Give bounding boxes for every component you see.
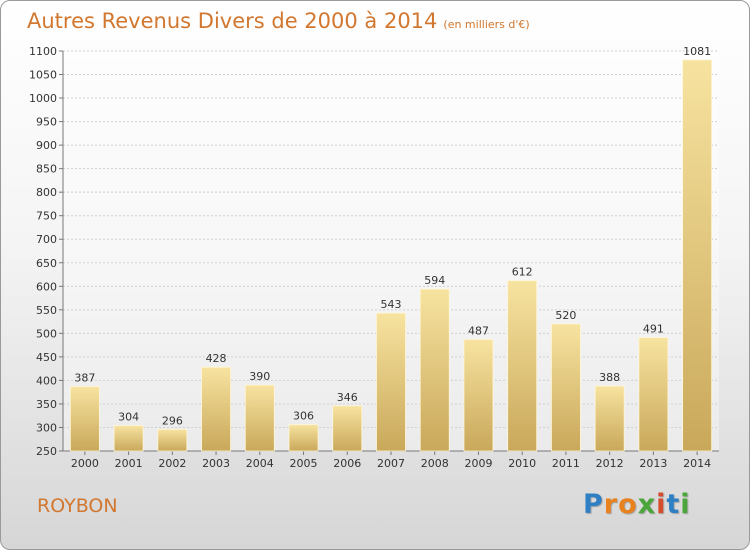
y-tick-label: 850 — [36, 163, 57, 176]
y-tick-label: 1000 — [29, 92, 57, 105]
x-tick-label-2013: 2013 — [639, 457, 667, 470]
y-tick-label: 350 — [36, 398, 57, 411]
data-label-2014: 1081 — [683, 45, 711, 58]
data-label-2011: 520 — [555, 309, 576, 322]
y-tick-label: 500 — [36, 327, 57, 340]
y-tick-label: 300 — [36, 421, 57, 434]
data-label-2000: 387 — [74, 372, 95, 385]
chart-title-text: Autres Revenus Divers de 2000 à 2014 — [27, 9, 438, 33]
bar-2010 — [507, 280, 538, 452]
y-tick-label: 800 — [36, 186, 57, 199]
x-tick-label-2003: 2003 — [202, 457, 230, 470]
x-tick-label-2004: 2004 — [246, 457, 274, 470]
data-label-2004: 390 — [249, 370, 270, 383]
x-tick-label-2002: 2002 — [158, 457, 186, 470]
bar-2012 — [594, 385, 625, 452]
bar-2002 — [157, 428, 188, 452]
data-label-2010: 612 — [512, 266, 533, 279]
x-tick-label-2014: 2014 — [683, 457, 711, 470]
y-tick-labels: 250 300 350 400 450 500 550 600 650 700 750 800 850 9… — [29, 45, 57, 458]
bar-2006 — [332, 405, 363, 452]
y-tick-label: 1050 — [29, 69, 57, 82]
x-tick-label-2006: 2006 — [333, 457, 361, 470]
commune-name: ROYBON — [37, 495, 118, 517]
data-label-2005: 306 — [293, 410, 314, 423]
bar-2005 — [288, 424, 319, 452]
bar-2013 — [638, 337, 669, 452]
y-tick-label: 750 — [36, 210, 57, 223]
chart-subtitle: (en milliers d'€) — [443, 18, 530, 31]
bar-2009 — [463, 339, 494, 452]
data-label-2003: 428 — [206, 352, 227, 365]
y-tick-label: 700 — [36, 233, 57, 246]
x-tick-label-2009: 2009 — [464, 457, 492, 470]
y-tick-label: 900 — [36, 139, 57, 152]
bar-2000 — [69, 386, 100, 452]
data-label-2001: 304 — [118, 411, 139, 424]
y-tick-label: 400 — [36, 374, 57, 387]
data-label-2008: 594 — [424, 274, 445, 287]
data-label-2007: 543 — [381, 298, 402, 311]
bars — [69, 59, 713, 452]
data-label-2006: 346 — [337, 391, 358, 404]
x-tick-label-2007: 2007 — [377, 457, 405, 470]
data-label-2012: 388 — [599, 371, 620, 384]
x-tick-label-2000: 2000 — [71, 457, 99, 470]
x-tick-label-2010: 2010 — [508, 457, 536, 470]
x-tick-label-2008: 2008 — [421, 457, 449, 470]
y-tick-label: 1100 — [29, 45, 57, 58]
x-tick-label-2011: 2011 — [552, 457, 580, 470]
y-tick-label: 950 — [36, 116, 57, 129]
bar-2007 — [376, 312, 406, 452]
data-label-2009: 487 — [468, 324, 489, 337]
bar-2008 — [419, 288, 450, 452]
data-label-2013: 491 — [643, 323, 664, 336]
x-tick-labels: 2000 2001 2002 2003 2004 2005 2006 2007 2008 2009… — [71, 457, 711, 470]
y-tick-label: 600 — [36, 280, 57, 293]
bar-2011 — [551, 323, 581, 452]
chart-title: Autres Revenus Divers de 2000 à 2014 (en … — [27, 9, 530, 33]
data-labels: 387 304 296 428 390 306 346 543 594 487 612 520 388 4… — [74, 45, 711, 427]
bar-2004 — [244, 384, 275, 452]
bar-2001 — [113, 425, 144, 452]
proxiti-logo[interactable]: Proxiti — [583, 489, 691, 520]
y-tick-label: 550 — [36, 304, 57, 317]
bar-2014 — [682, 59, 713, 452]
x-tick-label-2001: 2001 — [115, 457, 143, 470]
data-label-2002: 296 — [162, 414, 183, 427]
bar-2003 — [201, 366, 231, 452]
y-tick-label: 450 — [36, 351, 57, 364]
y-tick-label: 250 — [36, 445, 57, 458]
x-tick-label-2012: 2012 — [596, 457, 624, 470]
x-tick-label-2005: 2005 — [290, 457, 318, 470]
y-tick-label: 650 — [36, 257, 57, 270]
